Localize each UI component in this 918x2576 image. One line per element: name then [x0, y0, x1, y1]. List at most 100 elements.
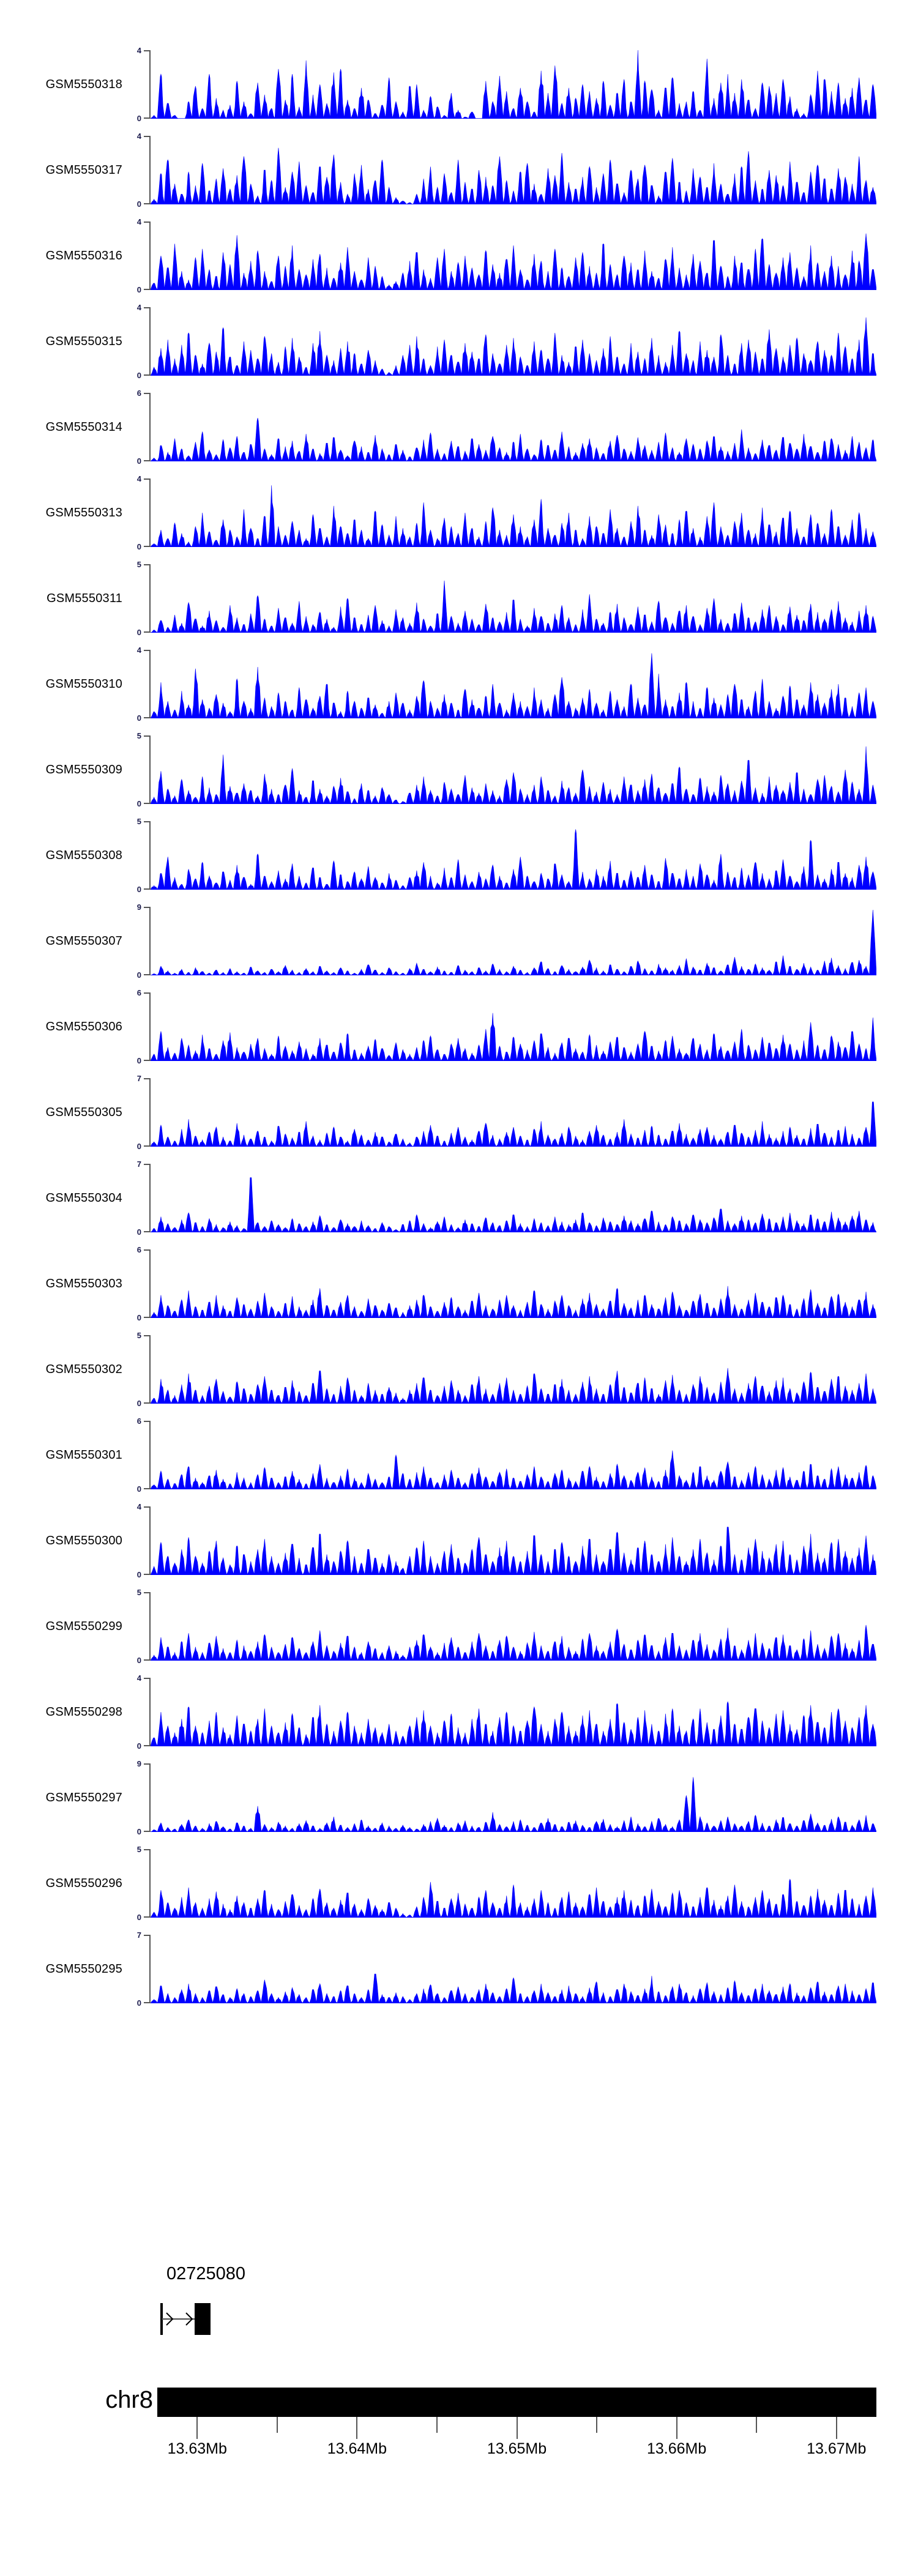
y-axis-tick-top — [144, 1849, 151, 1850]
y-axis-max-label: 4 — [136, 1673, 141, 1683]
y-axis-tick-bottom — [144, 717, 151, 718]
coverage-track-row[interactable]: GSM5550311 5 0 — [0, 556, 918, 641]
coverage-track-row[interactable]: GSM5550308 5 0 — [0, 813, 918, 898]
coverage-plot[interactable] — [151, 564, 876, 633]
track-label: GSM5550310 — [45, 677, 122, 691]
coverage-track-row[interactable]: GSM5550317 4 0 — [0, 127, 918, 213]
y-axis-min-label: 0 — [136, 114, 141, 123]
y-axis-spine — [149, 136, 151, 204]
coverage-track-row[interactable]: GSM5550303 6 0 — [0, 1241, 918, 1327]
chromosome-tick-label: 13.65Mb — [487, 2440, 547, 2457]
y-axis-tick-bottom — [144, 803, 151, 804]
y-axis-min-label: 0 — [136, 1827, 141, 1836]
coverage-plot[interactable] — [151, 992, 876, 1061]
coverage-track-row[interactable]: GSM5550305 7 0 — [0, 1070, 918, 1155]
y-axis-max-label: 4 — [136, 646, 141, 655]
coverage-plot[interactable] — [151, 393, 876, 461]
chromosome-bar[interactable] — [157, 2388, 876, 2417]
y-axis-spine — [149, 307, 151, 376]
y-axis-tick-bottom — [144, 1060, 151, 1061]
coverage-track-row[interactable]: GSM5550296 5 0 — [0, 1841, 918, 1926]
coverage-plot[interactable] — [151, 136, 876, 204]
coverage-track-row[interactable]: GSM5550307 9 0 — [0, 898, 918, 984]
coverage-track-row[interactable]: GSM5550318 4 0 — [0, 42, 918, 127]
coverage-plot[interactable] — [151, 907, 876, 975]
coverage-plot[interactable] — [151, 1249, 876, 1318]
coverage-plot[interactable] — [151, 1335, 876, 1404]
track-label: GSM5550309 — [45, 762, 122, 776]
coverage-plot[interactable] — [151, 650, 876, 718]
track-label: GSM5550299 — [45, 1619, 122, 1633]
coverage-plot[interactable] — [151, 221, 876, 290]
chromosome-major-tick — [516, 2417, 518, 2439]
coverage-track-row[interactable]: GSM5550309 5 0 — [0, 727, 918, 813]
coverage-track-row[interactable]: GSM5550314 6 0 — [0, 384, 918, 470]
y-axis-min-label: 0 — [136, 285, 141, 294]
y-axis-tick-bottom — [144, 2002, 151, 2003]
y-axis-min-label: 0 — [136, 542, 141, 551]
y-axis-tick-top — [144, 1078, 151, 1079]
coverage-plot[interactable] — [151, 478, 876, 547]
coverage-plot[interactable] — [151, 50, 876, 119]
coverage-track-row[interactable]: GSM5550295 7 0 — [0, 1926, 918, 2012]
y-axis-max-label: 4 — [136, 46, 141, 55]
coverage-track-row[interactable]: GSM5550298 4 0 — [0, 1669, 918, 1755]
gene-model-arrow-icon[interactable] — [160, 2302, 234, 2336]
y-axis-spine — [149, 1078, 151, 1147]
track-label: GSM5550295 — [45, 1962, 122, 1976]
coverage-track-row[interactable]: GSM5550306 6 0 — [0, 984, 918, 1070]
y-axis-min-label: 0 — [136, 1142, 141, 1151]
coverage-plot[interactable] — [151, 1849, 876, 1918]
coverage-plot[interactable] — [151, 1078, 876, 1147]
gene-annotation-track[interactable]: 02725080 — [0, 2258, 918, 2350]
y-axis-spine — [149, 1421, 151, 1489]
chromosome-major-tick — [356, 2417, 358, 2439]
coverage-track-row[interactable]: GSM5550299 5 0 — [0, 1584, 918, 1669]
coverage-plot[interactable] — [151, 821, 876, 890]
coverage-track-row[interactable]: GSM5550313 4 0 — [0, 470, 918, 556]
y-axis-min-label: 0 — [136, 199, 141, 209]
coverage-plot[interactable] — [151, 1421, 876, 1489]
coverage-plot[interactable] — [151, 1935, 876, 2003]
chromosome-minor-tick — [276, 2417, 278, 2433]
y-axis-min-label: 0 — [136, 628, 141, 637]
coverage-track-row[interactable]: GSM5550300 4 0 — [0, 1498, 918, 1584]
coverage-track-row[interactable]: GSM5550304 7 0 — [0, 1155, 918, 1241]
coverage-track-row[interactable]: GSM5550315 4 0 — [0, 299, 918, 384]
y-axis-spine — [149, 1935, 151, 2003]
coverage-plot[interactable] — [151, 307, 876, 376]
coverage-plot[interactable] — [151, 1592, 876, 1661]
y-axis-max-label: 4 — [136, 132, 141, 141]
y-axis-spine — [149, 992, 151, 1061]
y-axis-tick-bottom — [144, 374, 151, 376]
coverage-track-row[interactable]: GSM5550302 5 0 — [0, 1327, 918, 1412]
y-axis-tick-bottom — [144, 289, 151, 290]
coverage-plot[interactable] — [151, 1678, 876, 1746]
y-axis-spine — [149, 650, 151, 718]
coverage-plot[interactable] — [151, 1164, 876, 1232]
y-axis-tick-bottom — [144, 1574, 151, 1575]
y-axis-min-label: 0 — [136, 1570, 141, 1579]
chromosome-tick-label: 13.64Mb — [327, 2440, 387, 2457]
coverage-plot[interactable] — [151, 735, 876, 804]
coverage-track-row[interactable]: GSM5550310 4 0 — [0, 641, 918, 727]
y-axis-tick-bottom — [144, 1402, 151, 1404]
y-axis-tick-top — [144, 907, 151, 908]
y-axis-tick-top — [144, 1763, 151, 1765]
coverage-plot[interactable] — [151, 1506, 876, 1575]
coverage-track-row[interactable]: GSM5550316 4 0 — [0, 213, 918, 299]
coverage-plot[interactable] — [151, 1763, 876, 1832]
y-axis-spine — [149, 478, 151, 547]
y-axis-max-label: 6 — [136, 1416, 141, 1426]
coverage-track-row[interactable]: GSM5550301 6 0 — [0, 1412, 918, 1498]
coverage-tracks-container: GSM5550318 4 0 GSM5550317 4 0 GSM5550316 4 0 GSM5… — [0, 42, 918, 2012]
track-label: GSM5550311 — [47, 591, 122, 605]
coverage-track-row[interactable]: GSM5550297 9 0 — [0, 1755, 918, 1841]
